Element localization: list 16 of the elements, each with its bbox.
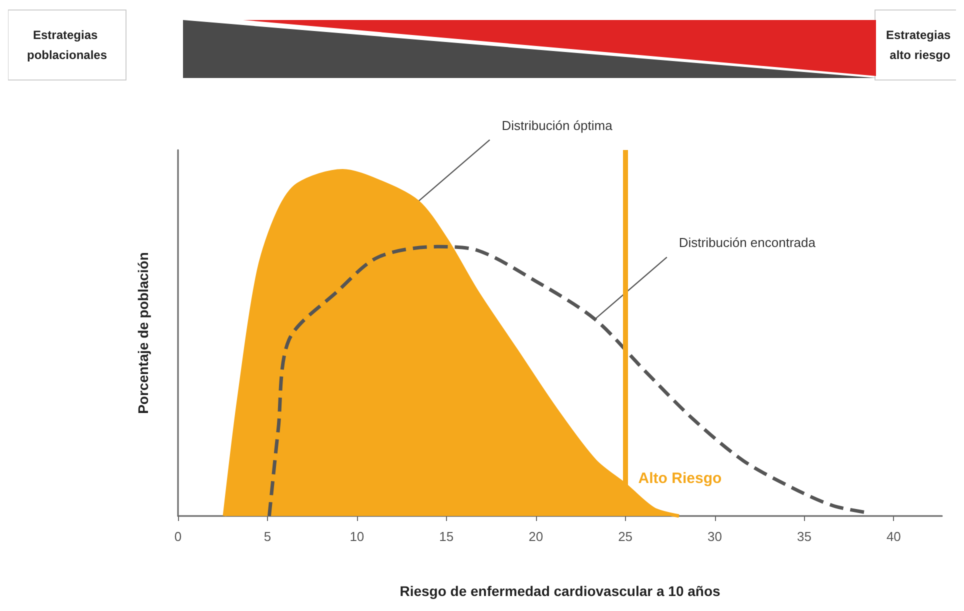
x-tick-label: 15 (439, 529, 454, 544)
y-axis-title: Porcentaje de población (135, 252, 151, 414)
x-tick-label: 25 (618, 529, 633, 544)
x-tick-label: 20 (528, 529, 544, 544)
x-tick-label: 5 (264, 529, 272, 544)
x-tick-label: 10 (350, 529, 364, 544)
text: Estrategias alto riesgo (886, 28, 954, 62)
annotation: Distribución óptima (502, 118, 614, 133)
text: Estrategias poblacionales (26, 28, 108, 62)
x-tick-label: 40 (886, 529, 901, 544)
x-axis-title: Riesgo de enfermedad cardiovascular a 10 años (400, 583, 721, 599)
annotation: Distribución encontrada (678, 235, 816, 250)
x-tick-label: 0 (174, 529, 182, 544)
x-tick-label: 35 (796, 529, 812, 544)
x-tick-label: 30 (708, 529, 722, 544)
ref-line-label: Alto Riesgo (638, 470, 722, 487)
